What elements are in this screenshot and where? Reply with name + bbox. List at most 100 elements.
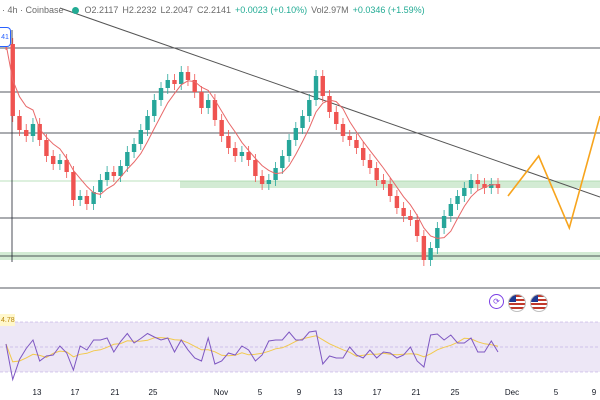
candle-body — [199, 92, 204, 108]
volume-value: Vol2.97M — [311, 5, 349, 15]
candle-body — [266, 180, 272, 184]
candle-body — [401, 208, 406, 216]
candle-body — [489, 184, 494, 188]
candle-body — [131, 144, 137, 152]
candle-body — [71, 172, 76, 200]
symbol-interval[interactable]: · 4h · Coinbase — [2, 5, 64, 15]
candle-body — [394, 196, 400, 208]
x-axis-label: 21 — [110, 388, 120, 397]
candle-body — [205, 100, 211, 108]
candle-body — [91, 192, 96, 204]
candle-body — [185, 72, 191, 80]
candle-body — [468, 180, 474, 188]
x-axis-label: 21 — [411, 388, 421, 397]
moving-average-line — [5, 43, 498, 239]
candle-body — [192, 80, 197, 92]
x-axis-label: 17 — [372, 388, 382, 397]
price-tag[interactable]: 41 — [0, 27, 11, 47]
candle-body — [165, 80, 170, 88]
low-value: L2.2047 — [160, 5, 193, 15]
candle-body — [367, 160, 373, 168]
candle-body — [475, 180, 480, 184]
level-lines — [0, 47, 600, 289]
candle-body — [313, 76, 319, 100]
x-axis-label: 5 — [257, 388, 263, 397]
x-axis-label: 9 — [591, 388, 597, 397]
us-flag-icon[interactable] — [508, 294, 526, 312]
projection-path[interactable] — [507, 115, 600, 231]
x-axis-label: 17 — [70, 388, 80, 397]
refresh-icon[interactable]: ⟳ — [489, 294, 504, 309]
candle-body — [495, 184, 501, 188]
x-axis-label: 13 — [32, 388, 42, 397]
candle-body — [381, 180, 386, 184]
candle-body — [239, 152, 245, 156]
candle-body — [455, 196, 460, 204]
x-axis-label: Dec — [504, 388, 520, 397]
candle-body — [158, 88, 164, 100]
candle-body — [232, 148, 238, 156]
candle-body — [340, 124, 346, 136]
candle-body — [259, 176, 265, 184]
candle-body — [17, 116, 22, 130]
indicator-icons: ⟳ — [489, 294, 548, 312]
candle-body — [98, 180, 103, 192]
candle-body — [286, 140, 292, 156]
ohlc-header: · 4h · Coinbase O2.2117 H2.2232 L2.2047 … — [0, 0, 425, 20]
candle-body — [212, 100, 218, 120]
candle-body — [104, 172, 110, 180]
candle-body — [138, 130, 143, 144]
candle-body — [293, 128, 299, 140]
x-axis-label: 25 — [450, 388, 460, 397]
candle-body — [320, 76, 325, 96]
candle-body — [448, 204, 454, 216]
candle-body — [219, 120, 224, 136]
candle-body — [44, 140, 49, 156]
candle-body — [24, 130, 29, 136]
change-value: +0.0023 (+0.10%) — [235, 5, 308, 15]
candle-body — [30, 124, 36, 136]
rsi-line — [5, 330, 499, 382]
candle-body — [482, 184, 487, 188]
candle-body — [414, 220, 420, 236]
candle-body — [152, 100, 157, 116]
rsi-value-tag: 4.78 — [0, 314, 15, 326]
us-flag-icon[interactable] — [530, 294, 548, 312]
candle-body — [172, 80, 177, 84]
close-value: C2.2141 — [197, 5, 232, 15]
x-axis-label: 9 — [296, 388, 302, 397]
candle-body — [37, 124, 42, 140]
candle-body — [307, 100, 312, 116]
candle-body — [111, 172, 117, 176]
candle-body — [428, 248, 433, 260]
candle-body — [253, 160, 258, 176]
candle-body — [408, 216, 413, 220]
candle-body — [125, 152, 130, 166]
candle-body — [280, 156, 285, 168]
candle-body — [374, 168, 379, 180]
open-value: O2.2117 — [84, 5, 119, 15]
candlestick-series — [3, 34, 501, 266]
candle-body — [441, 216, 447, 228]
candle-body — [77, 196, 83, 200]
change-value-2: +0.0346 (+1.59%) — [352, 5, 425, 15]
x-axis-label: 13 — [333, 388, 343, 397]
x-axis-label: 25 — [148, 388, 158, 397]
candle-body — [57, 160, 63, 164]
candle-body — [179, 72, 184, 84]
time-axis[interactable]: 13 17 21 25 Nov 5 9 13 17 21 25 Dec 5 9 — [0, 384, 600, 400]
candle-body — [300, 116, 305, 128]
candle-body — [118, 166, 123, 176]
live-dot-icon — [71, 6, 79, 14]
candle-body — [327, 96, 332, 112]
candle-body — [347, 136, 352, 140]
high-value: H2.2232 — [122, 5, 157, 15]
candle-body — [64, 160, 69, 172]
candle-body — [462, 188, 467, 196]
candle-body — [421, 236, 427, 260]
candle-body — [50, 156, 56, 164]
candle-body — [354, 140, 359, 148]
candle-body — [246, 152, 251, 160]
candle-body — [334, 112, 339, 124]
